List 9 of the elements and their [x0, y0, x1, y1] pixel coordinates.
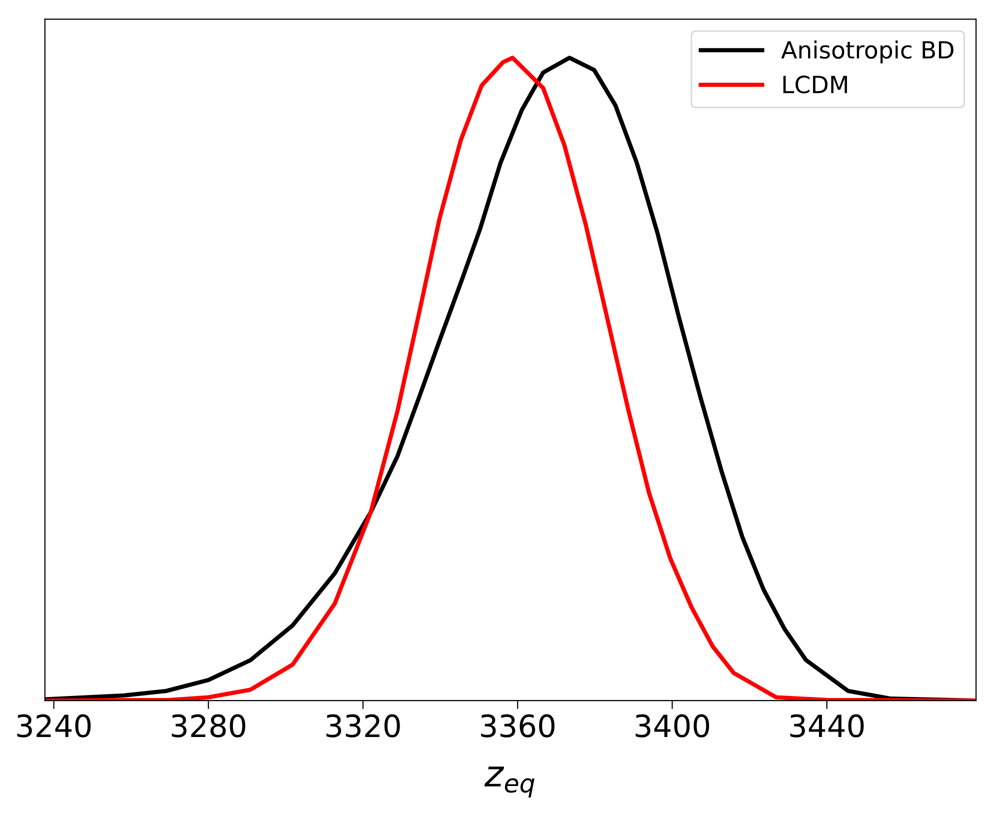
x-tick-label: 3440: [790, 714, 864, 738]
x-tick-label: 3240: [17, 714, 91, 738]
legend-label: Anisotropic BD: [781, 40, 954, 64]
x-axis-title: z$_{eq}$: [484, 766, 534, 798]
x-tick-label: 3280: [172, 714, 246, 738]
x-tick-label: 3400: [636, 714, 710, 738]
x-tick-label: 3360: [481, 714, 554, 738]
x-tick-label: 3320: [326, 714, 400, 738]
legend-label: LCDM: [783, 76, 847, 94]
